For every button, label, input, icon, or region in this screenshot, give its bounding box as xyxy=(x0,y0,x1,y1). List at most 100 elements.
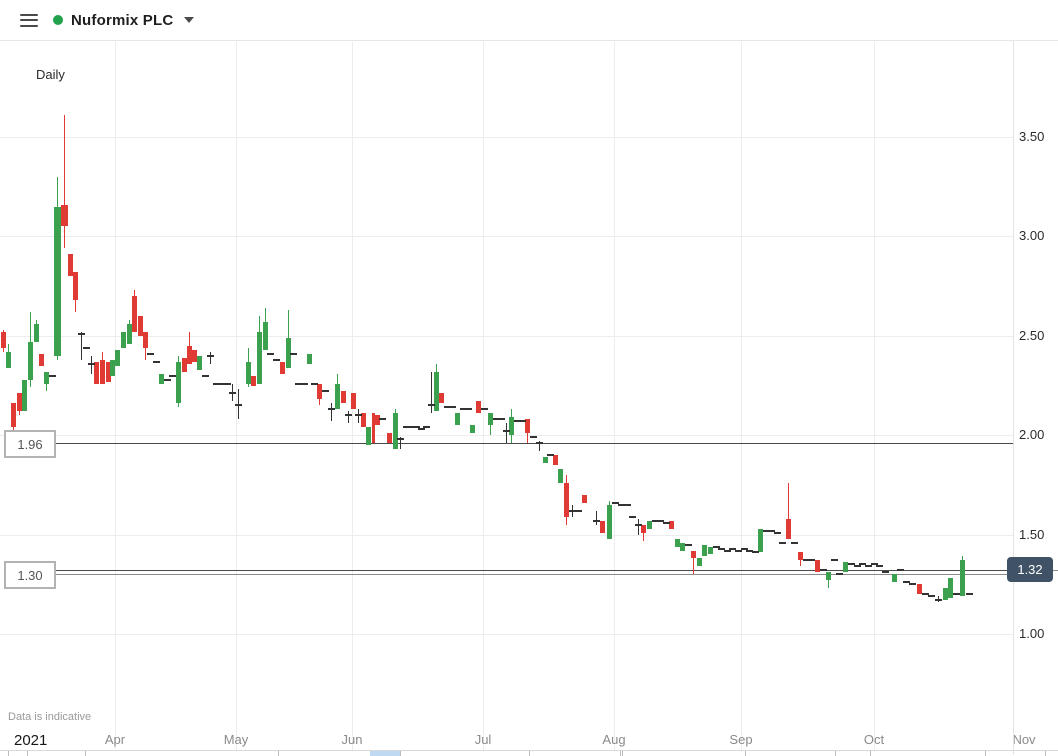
candle-up xyxy=(257,332,262,384)
doji-dash xyxy=(536,442,543,444)
doji-line xyxy=(348,411,349,423)
gridline-horizontal xyxy=(0,336,1013,337)
doji-dash xyxy=(530,436,537,438)
doji-dash xyxy=(897,569,904,571)
candle-down xyxy=(798,552,803,560)
scrollbar-tick xyxy=(529,751,530,756)
doji-dash xyxy=(652,520,659,522)
x-axis-month-label: Sep xyxy=(729,732,753,747)
doji-dash xyxy=(618,504,625,506)
scrollbar-tick xyxy=(85,751,86,756)
doji-dash xyxy=(202,375,209,377)
candle-up xyxy=(110,360,115,376)
doji-dash xyxy=(808,559,815,561)
doji-dash xyxy=(224,383,231,385)
doji-line xyxy=(596,511,597,525)
gridline-horizontal xyxy=(0,236,1013,237)
x-axis-month-label: Jul xyxy=(474,732,492,747)
doji-dash xyxy=(854,565,861,567)
candle-up xyxy=(758,529,763,552)
current-price-badge: 1.32 xyxy=(1007,557,1053,582)
y-axis-tick-label: 2.00 xyxy=(1019,427,1045,442)
y-axis-divider xyxy=(1013,40,1014,755)
candle-up xyxy=(543,457,548,463)
doji-dash xyxy=(428,404,435,406)
doji-dash xyxy=(820,569,827,571)
candle-up xyxy=(286,338,291,368)
price-level-handle-196[interactable]: 1.96 xyxy=(4,430,56,458)
doji-dash xyxy=(418,428,425,430)
current-price-line xyxy=(52,570,1007,571)
doji-dash xyxy=(848,563,855,565)
doji-dash xyxy=(273,359,280,361)
timeframe-label: Daily xyxy=(36,67,65,82)
x-axis-year-label: 2021 xyxy=(14,732,48,749)
doji-dash xyxy=(444,406,451,408)
candle-up xyxy=(28,342,33,380)
doji-dash xyxy=(449,406,456,408)
y-axis-tick-label: 3.50 xyxy=(1019,129,1045,144)
doji-dash xyxy=(403,426,410,428)
candle-up xyxy=(702,545,707,556)
candle-up xyxy=(843,562,848,572)
candle-wick xyxy=(693,551,694,574)
price-level-line xyxy=(52,574,1013,575)
doji-dash xyxy=(718,548,725,550)
price-chart-area[interactable]: 3.50 3.00 2.50 2.00 1.50 1.00 Apr May Jun Jul Aug S… xyxy=(0,40,1058,756)
candle-down xyxy=(192,350,197,362)
candle-up xyxy=(960,560,965,596)
header: Nuformix PLC xyxy=(0,0,1058,41)
candle-up xyxy=(509,417,514,435)
candle-down xyxy=(476,401,481,413)
doji-dash xyxy=(408,426,415,428)
doji-dash xyxy=(575,510,582,512)
time-scrollbar[interactable] xyxy=(0,750,1058,756)
doji-line xyxy=(81,332,82,360)
doji-dash xyxy=(791,542,798,544)
x-axis-month-label: Aug xyxy=(602,732,626,747)
candle-up xyxy=(197,356,202,370)
candle-up xyxy=(892,574,897,582)
candle-down xyxy=(106,362,111,382)
price-level-handle-130[interactable]: 1.30 xyxy=(4,561,56,589)
candle-up xyxy=(115,350,120,366)
doji-dash xyxy=(493,418,500,420)
doji-dash xyxy=(290,353,297,355)
doji-dash xyxy=(498,418,505,420)
doji-dash xyxy=(169,375,176,377)
y-axis-tick-label: 1.00 xyxy=(1019,626,1045,641)
doji-dash xyxy=(413,426,420,428)
candle-down xyxy=(387,433,392,443)
candle-down xyxy=(553,455,558,465)
y-axis-tick-label: 1.50 xyxy=(1019,527,1045,542)
doji-dash xyxy=(423,426,430,428)
doji-dash xyxy=(836,573,843,575)
doji-line xyxy=(331,403,332,421)
menu-icon[interactable] xyxy=(20,13,38,27)
scrollbar-highlight[interactable] xyxy=(370,751,400,756)
data-indicative-note: Data is indicative xyxy=(8,711,92,723)
doji-dash xyxy=(379,418,386,420)
candle-up xyxy=(488,413,493,425)
doji-dash xyxy=(481,408,488,410)
doji-dash xyxy=(724,550,731,552)
chevron-down-icon[interactable] xyxy=(184,17,195,23)
scrollbar-tick xyxy=(745,751,746,756)
gridline-horizontal xyxy=(0,535,1013,536)
candle-up xyxy=(176,362,181,403)
doji-dash xyxy=(752,551,759,553)
doji-dash xyxy=(685,544,692,546)
candle-down xyxy=(73,272,78,300)
doji-dash xyxy=(657,520,664,522)
doji-dash xyxy=(741,548,748,550)
doji-dash xyxy=(774,532,781,534)
doji-line xyxy=(539,441,540,451)
candle-down xyxy=(351,393,356,409)
doji-dash xyxy=(624,504,631,506)
candle-up xyxy=(263,322,268,350)
doji-dash xyxy=(935,599,942,601)
candle-down xyxy=(61,205,68,226)
scrollbar-tick xyxy=(870,751,871,756)
doji-dash xyxy=(397,438,404,440)
